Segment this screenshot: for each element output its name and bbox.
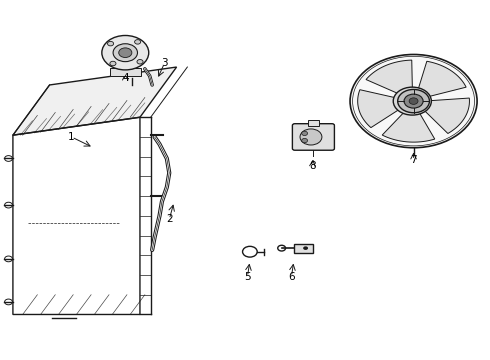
Circle shape [398, 89, 429, 113]
Polygon shape [13, 67, 176, 135]
Circle shape [353, 57, 474, 146]
Bar [308, 120, 319, 126]
Text: 5: 5 [244, 272, 251, 282]
Polygon shape [382, 110, 435, 142]
Circle shape [137, 59, 143, 64]
Circle shape [135, 40, 141, 44]
FancyBboxPatch shape [293, 124, 334, 150]
Circle shape [119, 48, 132, 58]
Circle shape [302, 138, 308, 143]
Circle shape [300, 129, 322, 145]
Circle shape [404, 94, 423, 108]
Polygon shape [417, 61, 466, 97]
Circle shape [350, 54, 477, 148]
Circle shape [393, 87, 431, 115]
Bar [110, 68, 141, 76]
Polygon shape [423, 98, 469, 134]
Circle shape [302, 131, 308, 135]
Text: 2: 2 [166, 215, 172, 224]
Text: 1: 1 [68, 132, 75, 142]
Circle shape [303, 246, 308, 250]
Circle shape [107, 41, 114, 46]
Circle shape [110, 61, 116, 66]
Circle shape [113, 44, 138, 62]
Polygon shape [366, 60, 413, 95]
Circle shape [102, 36, 149, 70]
Text: 7: 7 [410, 155, 417, 165]
Text: 8: 8 [309, 161, 316, 171]
Circle shape [409, 98, 418, 104]
Text: 3: 3 [161, 58, 168, 68]
Text: 4: 4 [122, 73, 128, 83]
Bar [294, 244, 314, 253]
Text: 6: 6 [288, 272, 294, 282]
Polygon shape [358, 90, 402, 128]
